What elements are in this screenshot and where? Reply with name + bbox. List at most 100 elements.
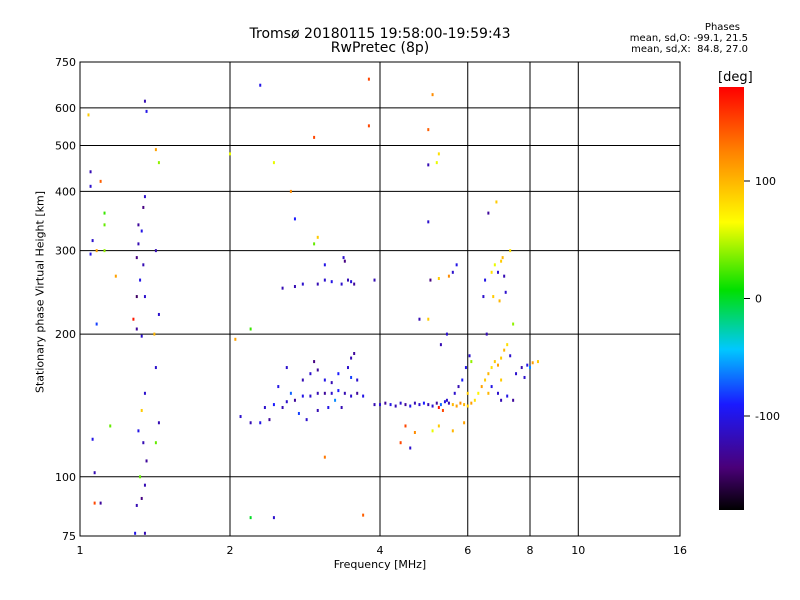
x-tick-label: 8 (527, 544, 534, 557)
y-tick-label: 600 (55, 102, 76, 115)
data-point (427, 128, 430, 132)
grid-lines (79, 61, 681, 537)
data-point (281, 286, 284, 290)
data-point (404, 403, 407, 407)
data-point (301, 282, 304, 286)
data-point (316, 282, 319, 286)
colorbar (719, 87, 744, 510)
data-point (445, 398, 448, 402)
data-point (437, 406, 440, 410)
data-point (495, 200, 498, 204)
data-point (409, 404, 412, 408)
data-point (526, 363, 529, 367)
data-point (356, 378, 359, 382)
data-point (459, 401, 462, 405)
data-point (135, 327, 138, 331)
data-point (394, 404, 397, 408)
y-tick-label: 300 (55, 245, 76, 258)
data-point (157, 312, 160, 316)
data-point (422, 401, 425, 405)
data-point (404, 424, 407, 428)
data-point (249, 421, 252, 425)
data-point (157, 161, 160, 165)
data-point (463, 403, 466, 407)
data-point (399, 441, 402, 445)
data-point (145, 109, 148, 113)
data-point (413, 401, 416, 405)
data-point (337, 372, 340, 376)
data-point (463, 421, 466, 425)
data-point (435, 401, 438, 405)
data-point (470, 401, 473, 405)
data-point (249, 516, 252, 520)
data-point (89, 252, 92, 256)
data-point (501, 256, 504, 260)
data-point (277, 385, 280, 389)
colorbar-tick-label: 100 (755, 175, 776, 188)
data-point (431, 429, 434, 433)
data-point (285, 366, 288, 370)
data-point (427, 317, 430, 321)
data-point (142, 263, 145, 267)
data-point (350, 280, 353, 284)
x-tick-label: 1 (77, 544, 84, 557)
data-point (500, 378, 503, 382)
data-point (293, 285, 296, 289)
data-point (435, 161, 438, 165)
data-point (342, 256, 345, 260)
data-point (466, 404, 469, 408)
data-point (143, 531, 146, 535)
data-point (487, 391, 490, 395)
data-point (297, 411, 300, 415)
data-point (482, 295, 485, 299)
data-point (330, 280, 333, 284)
data-point (384, 401, 387, 405)
data-point (93, 501, 96, 505)
data-point (316, 235, 319, 239)
data-point (103, 249, 106, 253)
data-point (140, 334, 143, 338)
data-point (309, 372, 312, 376)
x-tick-label: 2 (227, 544, 234, 557)
colorbar-ticks: 100 0 -100 (744, 175, 780, 423)
x-tick-label: 6 (464, 544, 471, 557)
data-point (268, 418, 271, 422)
data-point (87, 113, 90, 117)
data-point (140, 408, 143, 412)
y-tick-label: 75 (62, 530, 76, 543)
data-point (445, 332, 448, 336)
data-point (439, 343, 442, 347)
data-point (91, 239, 94, 243)
data-point (89, 184, 92, 188)
data-point (413, 430, 416, 434)
data-point (313, 242, 316, 246)
data-point (451, 270, 454, 274)
data-point (153, 332, 156, 336)
data-point (313, 135, 316, 139)
plot-frame (79, 61, 681, 537)
data-point (99, 179, 102, 183)
data-point (135, 295, 138, 299)
data-point (139, 278, 142, 282)
data-point (154, 148, 157, 152)
data-point (95, 249, 98, 253)
data-point (346, 278, 349, 282)
phase-info-x: mean, sd,X: 84.8, 27.0 (631, 44, 748, 55)
data-point (142, 205, 145, 209)
data-point (529, 366, 531, 370)
data-point (439, 403, 442, 407)
data-point (496, 270, 499, 274)
data-point (143, 195, 146, 199)
y-tick-label: 500 (55, 139, 76, 152)
data-point (272, 403, 275, 407)
data-point (427, 403, 430, 407)
data-point (468, 354, 471, 358)
data-point (140, 496, 143, 500)
data-point (500, 259, 503, 263)
data-point (515, 372, 518, 376)
data-point (316, 368, 319, 372)
data-point (343, 391, 346, 395)
data-point (305, 418, 308, 422)
data-point (367, 124, 370, 128)
